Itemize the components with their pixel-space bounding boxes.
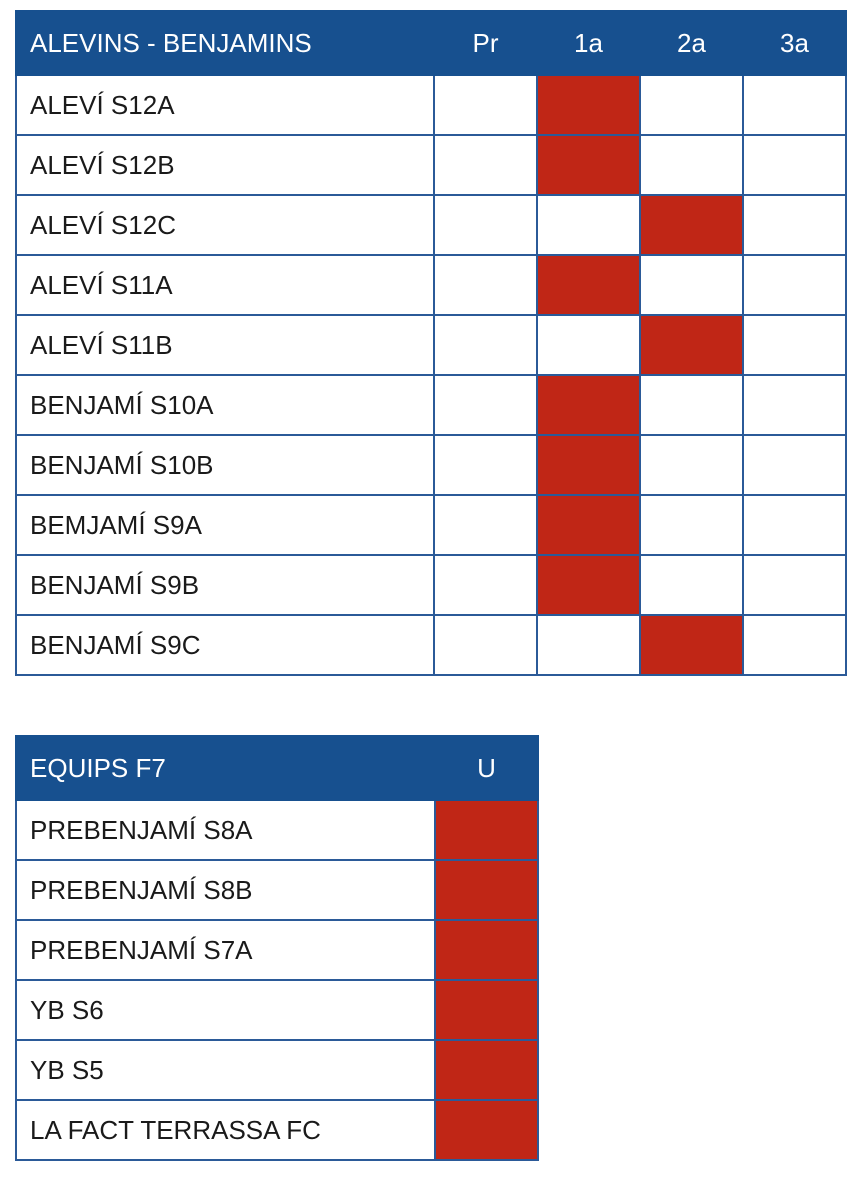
team-name: ALEVÍ S11A	[15, 254, 435, 316]
marked-cell	[536, 74, 641, 136]
table-row: ALEVÍ S11B	[15, 314, 847, 376]
marked-cell	[434, 919, 539, 981]
table-row: ALEVÍ S12C	[15, 194, 847, 256]
empty-cell	[433, 614, 538, 676]
marked-cell	[536, 134, 641, 196]
empty-cell	[639, 254, 744, 316]
marked-cell	[434, 979, 539, 1041]
team-name: BENJAMÍ S9C	[15, 614, 435, 676]
table-row: PREBENJAMÍ S8B	[15, 859, 539, 921]
empty-cell	[536, 194, 641, 256]
empty-cell	[433, 254, 538, 316]
table-header-row: ALEVINS - BENJAMINS Pr 1a 2a 3a	[15, 10, 847, 76]
empty-cell	[433, 434, 538, 496]
table-row: BENJAMÍ S9B	[15, 554, 847, 616]
empty-cell	[639, 74, 744, 136]
empty-cell	[433, 494, 538, 556]
table-header-row: EQUIPS F7 U	[15, 735, 539, 801]
table-title: EQUIPS F7	[15, 735, 436, 801]
table-row: ALEVÍ S12A	[15, 74, 847, 136]
empty-cell	[639, 494, 744, 556]
team-name: ALEVÍ S12A	[15, 74, 435, 136]
team-name: LA FACT TERRASSA FC	[15, 1099, 436, 1161]
marked-cell	[536, 434, 641, 496]
table-row: BENJAMÍ S9C	[15, 614, 847, 676]
empty-cell	[742, 314, 847, 376]
empty-cell	[639, 374, 744, 436]
marked-cell	[536, 554, 641, 616]
empty-cell	[742, 374, 847, 436]
table-row: ALEVÍ S11A	[15, 254, 847, 316]
team-name: BENJAMÍ S10A	[15, 374, 435, 436]
marked-cell	[536, 254, 641, 316]
column-header-1a: 1a	[536, 10, 641, 76]
table-row: PREBENJAMÍ S7A	[15, 919, 539, 981]
team-name: ALEVÍ S12B	[15, 134, 435, 196]
column-header-2a: 2a	[639, 10, 744, 76]
column-header-u: U	[434, 735, 539, 801]
marked-cell	[536, 374, 641, 436]
empty-cell	[639, 554, 744, 616]
empty-cell	[742, 554, 847, 616]
table-row: YB S6	[15, 979, 539, 1041]
team-name: PREBENJAMÍ S7A	[15, 919, 436, 981]
empty-cell	[742, 494, 847, 556]
table-row: PREBENJAMÍ S8A	[15, 799, 539, 861]
team-name: ALEVÍ S11B	[15, 314, 435, 376]
table-row: ALEVÍ S12B	[15, 134, 847, 196]
table-row: BENJAMÍ S10A	[15, 374, 847, 436]
marked-cell	[639, 314, 744, 376]
empty-cell	[639, 434, 744, 496]
team-name: BENJAMÍ S9B	[15, 554, 435, 616]
empty-cell	[433, 74, 538, 136]
empty-cell	[742, 434, 847, 496]
category-table-equips-f7: EQUIPS F7 U PREBENJAMÍ S8A PREBENJAMÍ S8B…	[15, 735, 539, 1161]
table-row: BEMJAMÍ S9A	[15, 494, 847, 556]
empty-cell	[742, 74, 847, 136]
table-body: PREBENJAMÍ S8A PREBENJAMÍ S8B PREBENJAMÍ S…	[15, 799, 539, 1161]
empty-cell	[742, 254, 847, 316]
empty-cell	[742, 134, 847, 196]
team-name: BENJAMÍ S10B	[15, 434, 435, 496]
empty-cell	[639, 134, 744, 196]
column-header-pr: Pr	[433, 10, 538, 76]
team-name: BEMJAMÍ S9A	[15, 494, 435, 556]
team-name: ALEVÍ S12C	[15, 194, 435, 256]
marked-cell	[434, 1039, 539, 1101]
team-name: YB S5	[15, 1039, 436, 1101]
empty-cell	[433, 374, 538, 436]
marked-cell	[434, 799, 539, 861]
table-row: BENJAMÍ S10B	[15, 434, 847, 496]
marked-cell	[536, 494, 641, 556]
team-name: YB S6	[15, 979, 436, 1041]
marked-cell	[434, 859, 539, 921]
table-body: ALEVÍ S12A ALEVÍ S12B ALEVÍ S12C ALEVÍ S11A…	[15, 74, 847, 676]
table-row: LA FACT TERRASSA FC	[15, 1099, 539, 1161]
table-row: YB S5	[15, 1039, 539, 1101]
empty-cell	[433, 554, 538, 616]
empty-cell	[536, 314, 641, 376]
marked-cell	[639, 614, 744, 676]
marked-cell	[639, 194, 744, 256]
empty-cell	[433, 314, 538, 376]
empty-cell	[742, 614, 847, 676]
empty-cell	[536, 614, 641, 676]
empty-cell	[433, 134, 538, 196]
marked-cell	[434, 1099, 539, 1161]
empty-cell	[742, 194, 847, 256]
team-name: PREBENJAMÍ S8B	[15, 859, 436, 921]
empty-cell	[433, 194, 538, 256]
column-header-3a: 3a	[742, 10, 847, 76]
team-name: PREBENJAMÍ S8A	[15, 799, 436, 861]
table-title: ALEVINS - BENJAMINS	[15, 10, 435, 76]
category-table-alevins-benjamins: ALEVINS - BENJAMINS Pr 1a 2a 3a ALEVÍ S1…	[15, 10, 847, 676]
